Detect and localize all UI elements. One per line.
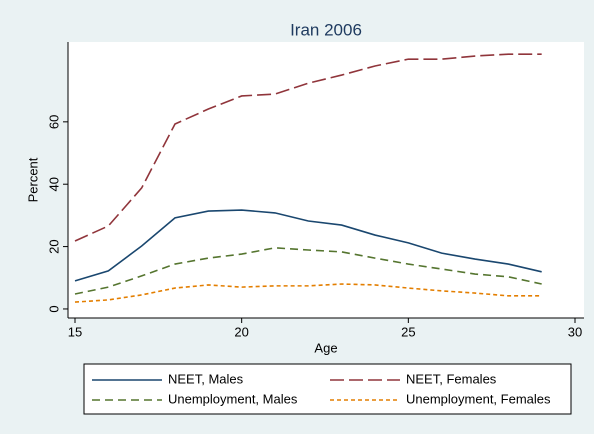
x-tick-label: 15	[68, 324, 82, 339]
y-tick-label: 20	[46, 239, 61, 253]
x-tick-label: 25	[401, 324, 415, 339]
legend-label: NEET, Males	[168, 371, 244, 386]
data-line	[74, 209, 542, 282]
data-line	[74, 247, 542, 295]
y-tick-label: 40	[46, 177, 61, 191]
x-axis-label: Age	[314, 340, 337, 355]
y-axis-label: Percent	[25, 157, 40, 202]
legend-label: Unemployment, Females	[406, 391, 551, 406]
legend-label: NEET, Females	[406, 371, 497, 386]
data-line	[74, 283, 542, 303]
y-tick-label: 60	[46, 115, 61, 129]
data-line	[74, 53, 542, 242]
legend-label: Unemployment, Males	[168, 391, 298, 406]
x-tick-label: 30	[568, 324, 582, 339]
legend	[83, 363, 572, 415]
y-tick-label: 0	[46, 305, 61, 312]
chart-title: Iran 2006	[290, 20, 362, 39]
x-tick-label: 20	[234, 324, 248, 339]
